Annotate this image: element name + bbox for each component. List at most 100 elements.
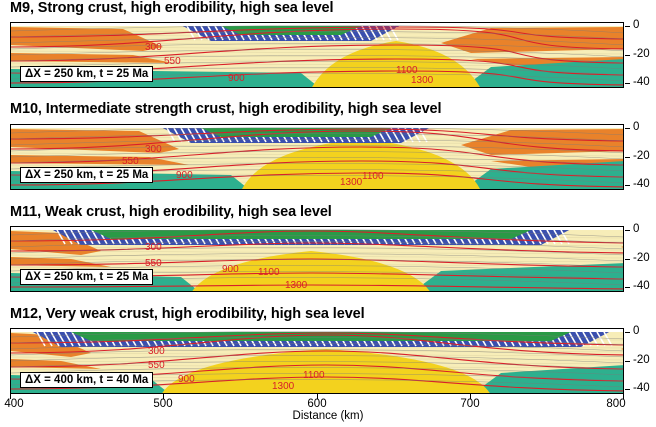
isotherm-label: 300 <box>145 242 162 253</box>
lithosphere-right <box>463 161 623 189</box>
isotherm-label: 900 <box>222 264 239 275</box>
tick-mark <box>625 26 630 27</box>
crust-grid-line <box>11 188 52 189</box>
stream-line <box>11 361 623 370</box>
isotherm-label: 550 <box>164 56 181 67</box>
sediment-stripe <box>186 25 196 41</box>
info-box-m10: ΔX = 250 km, t = 25 Ma <box>20 167 154 183</box>
mantle-dome <box>312 41 480 87</box>
upper-crust-right <box>621 246 623 248</box>
depth-tick-20: -20 <box>633 150 650 162</box>
sediment-stripe <box>397 127 407 143</box>
panel-title-m10: M10, Intermediate strength crust, high e… <box>10 101 442 117</box>
depth-tick-20: -20 <box>633 252 650 264</box>
sediment-stripe <box>539 229 549 245</box>
depth-tick-40: -40 <box>633 280 650 292</box>
x-tick-600: 600 <box>307 398 327 410</box>
upper-crust-right <box>621 348 623 350</box>
lithosphere-right <box>463 59 623 87</box>
panel-title-m11: M11, Weak crust, high erodibility, high … <box>10 204 332 220</box>
depth-tick-40: -40 <box>633 382 650 394</box>
stream-line <box>11 37 623 46</box>
sea-surface <box>11 227 623 230</box>
stream-line <box>11 55 623 64</box>
depth-tick-20: -20 <box>633 48 650 60</box>
tick-mark <box>625 230 630 231</box>
panel-m10-section <box>10 124 624 190</box>
stream-line <box>11 163 623 172</box>
depth-axis-m12: 0 -20 -40 <box>625 325 655 394</box>
x-tick-800: 800 <box>606 398 626 410</box>
panel-title-m9: M9, Strong crust, high erodibility, high… <box>10 0 334 16</box>
isotherm-label: 900 <box>176 170 193 181</box>
sediment-stripe <box>596 331 606 347</box>
mantle-dome <box>192 251 430 291</box>
tick-mark <box>625 259 630 260</box>
crust-grid-line <box>11 246 623 251</box>
isotherm-label: 1100 <box>258 267 280 278</box>
upper-crust-left <box>11 231 101 255</box>
sediment-stripe <box>50 331 60 347</box>
upper-crust-left <box>11 129 179 153</box>
stream-line <box>11 265 623 274</box>
tick-mark <box>625 287 630 288</box>
depth-axis-m10: 0 -20 -40 <box>625 121 655 190</box>
depth-tick-0: 0 <box>633 19 640 31</box>
stream-line <box>11 127 623 136</box>
stream-line <box>11 145 623 154</box>
sediment-stripe <box>43 331 53 347</box>
isotherm-curve <box>11 332 623 346</box>
x-tick-mark <box>163 394 164 399</box>
isotherm-label: 1100 <box>396 65 418 76</box>
sediment-stripe <box>56 229 66 245</box>
isotherm-curve <box>11 334 623 356</box>
crust-grid-line <box>11 50 623 55</box>
x-tick-500: 500 <box>153 398 173 410</box>
stream-line <box>11 151 623 160</box>
stream-line <box>11 253 623 262</box>
info-box-m12: ΔX = 400 km, t = 40 Ma <box>20 372 154 388</box>
isotherm-curve <box>11 130 623 152</box>
depth-tick-0: 0 <box>633 325 640 337</box>
stream-line <box>11 343 623 352</box>
tick-mark <box>625 128 630 129</box>
isotherm-curve <box>11 28 623 50</box>
depth-tick-0: 0 <box>633 223 640 235</box>
tick-mark <box>625 389 630 390</box>
stream-line <box>11 25 623 34</box>
depth-tick-20: -20 <box>633 354 650 366</box>
sediment-stripe <box>36 331 46 347</box>
stream-line <box>11 355 623 364</box>
stream-line <box>11 61 623 70</box>
sea-surface <box>11 23 623 26</box>
depth-axis-m11: 0 -20 -40 <box>625 223 655 292</box>
isotherm-label: 1300 <box>285 280 308 291</box>
info-box-m11: ΔX = 250 km, t = 25 Ma <box>20 269 154 285</box>
depth-axis-m9: 0 -20 -40 <box>625 19 655 88</box>
upper-crust-left <box>11 27 163 51</box>
sediment-stripe <box>603 331 613 347</box>
x-tick-mark <box>623 394 624 399</box>
isotherm-curve <box>11 284 623 290</box>
x-tick-mark <box>10 394 11 399</box>
isotherm-label: 300 <box>145 144 162 155</box>
stream-line <box>11 139 623 148</box>
x-tick-700: 700 <box>460 398 480 410</box>
depth-tick-0: 0 <box>633 121 640 133</box>
info-box-m9: ΔX = 250 km, t = 25 Ma <box>20 66 154 82</box>
stream-line <box>11 367 623 376</box>
sediment-stripe <box>404 127 414 143</box>
stream-line <box>11 235 623 244</box>
x-axis: 400 500 600 700 800 <box>4 398 626 427</box>
sediment-stripe <box>221 25 231 41</box>
isotherm-label: 1300 <box>272 381 295 392</box>
m10-cross-section <box>11 125 623 189</box>
isotherm-label: 1300 <box>411 75 434 86</box>
sea-surface <box>11 329 623 332</box>
isotherm-label: 550 <box>145 258 162 269</box>
stream-line <box>11 349 623 358</box>
isotherm-curve <box>11 26 623 40</box>
isotherm-label: 300 <box>145 42 162 53</box>
x-tick-mark <box>317 394 318 399</box>
tick-mark <box>625 157 630 158</box>
